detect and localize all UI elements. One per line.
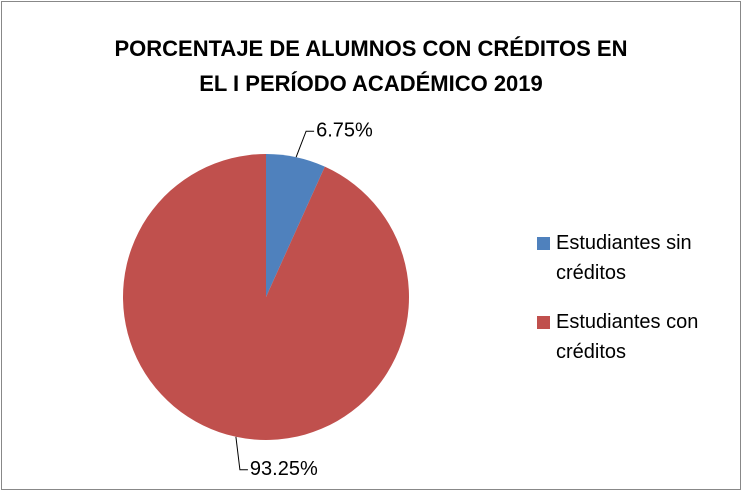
leader-line <box>235 436 248 471</box>
legend-item: Estudiantes con créditos <box>537 307 737 367</box>
pie-slice <box>123 154 409 440</box>
data-label: 6.75% <box>316 119 373 141</box>
legend-swatch <box>537 316 550 329</box>
chart-title: EL I PERÍODO ACADÉMICO 2019 <box>199 71 543 96</box>
data-label: 93.25% <box>250 458 318 480</box>
legend: Estudiantes sin créditos Estudiantes con … <box>537 228 737 386</box>
pie-slice <box>266 154 325 297</box>
legend-swatch <box>537 237 550 250</box>
legend-item: Estudiantes sin créditos <box>537 228 737 288</box>
legend-label: Estudiantes sin créditos <box>556 232 692 284</box>
chart-title: PORCENTAJE DE ALUMNOS CON CRÉDITOS EN <box>115 36 628 61</box>
legend-label: Estudiantes con créditos <box>556 311 699 363</box>
leader-line <box>295 130 315 158</box>
